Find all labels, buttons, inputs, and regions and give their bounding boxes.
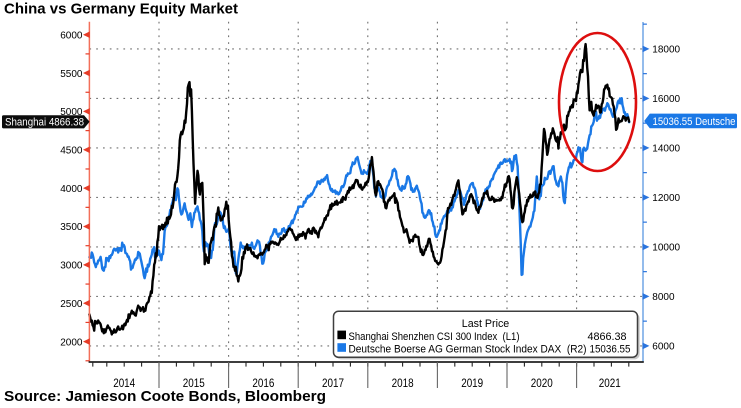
svg-text:2021: 2021 (599, 376, 621, 390)
svg-text:2015: 2015 (183, 376, 205, 390)
svg-text:China vs Germany Equity Market: China vs Germany Equity Market (4, 1, 238, 18)
svg-text:Shanghai 4866.38: Shanghai 4866.38 (5, 117, 84, 129)
svg-text:4000: 4000 (60, 184, 83, 195)
svg-text:2017: 2017 (322, 376, 344, 390)
svg-text:18000: 18000 (652, 45, 680, 56)
svg-text:3000: 3000 (60, 261, 83, 272)
svg-text:2019: 2019 (461, 376, 483, 390)
svg-text:8000: 8000 (652, 292, 675, 303)
svg-text:3500: 3500 (60, 222, 83, 233)
svg-text:4866.38: 4866.38 (588, 331, 627, 343)
svg-text:6000: 6000 (60, 30, 83, 41)
svg-text:15036.55: 15036.55 (590, 343, 631, 355)
svg-text:12000: 12000 (652, 193, 680, 204)
svg-text:4500: 4500 (60, 145, 83, 156)
svg-text:2000: 2000 (60, 337, 83, 348)
svg-text:Shanghai Shenzhen CSI 300 Inde: Shanghai Shenzhen CSI 300 Index (L1) (349, 331, 520, 343)
svg-text:5500: 5500 (60, 69, 83, 80)
svg-text:2018: 2018 (392, 376, 414, 390)
svg-text:Deutsche Boerse AG German Stoc: Deutsche Boerse AG German Stock Index DA… (349, 343, 587, 355)
svg-text:Source: Jamieson Coote Bonds,: Source: Jamieson Coote Bonds, Bloomberg (4, 388, 326, 405)
svg-text:2016: 2016 (252, 376, 274, 390)
svg-text:2500: 2500 (60, 299, 83, 310)
svg-text:2020: 2020 (531, 376, 553, 390)
svg-text:15036.55 Deutsche: 15036.55 Deutsche (653, 116, 736, 128)
svg-text:Last Price: Last Price (462, 318, 510, 330)
svg-text:5000: 5000 (60, 107, 83, 118)
svg-text:6000: 6000 (652, 342, 675, 353)
svg-text:10000: 10000 (652, 243, 680, 254)
svg-text:14000: 14000 (652, 144, 680, 155)
svg-text:16000: 16000 (652, 94, 680, 105)
svg-text:2014: 2014 (113, 376, 135, 390)
